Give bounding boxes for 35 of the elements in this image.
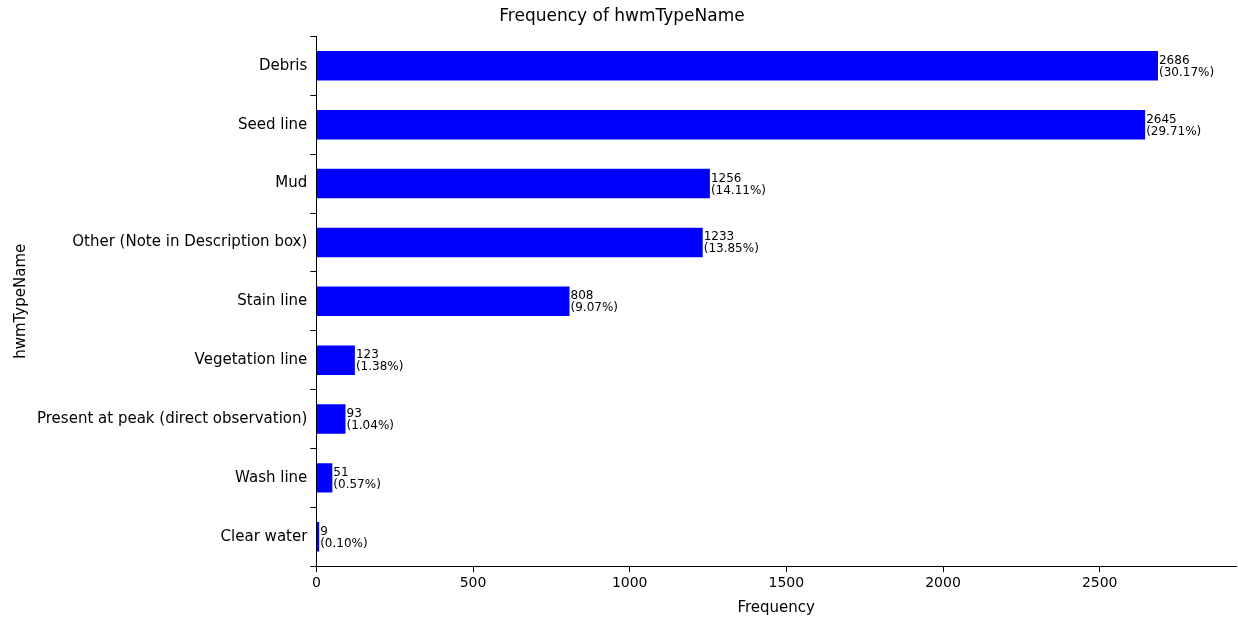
y-tick-label: Seed line [238,114,308,133]
x-tick-label: 500 [459,574,487,591]
bar [316,345,355,375]
y-tick-label: Other (Note in Description box) [72,232,308,251]
data-label: 808 (9.07%) [570,288,619,315]
data-label: 93 (1.04%) [346,406,394,433]
x-tick-label: 2000 [925,574,961,591]
bar [316,51,1158,81]
x-tick-label: 0 [311,574,321,591]
bar [316,109,1146,140]
data-label: 123 (1.38%) [355,347,404,374]
y-tick-label: Mud [275,173,308,192]
x-tick-label: 2500 [1081,574,1118,591]
data-label: 1233 (13.85%) [703,229,759,256]
y-tick-label: Stain line [237,291,308,310]
bar [316,227,703,258]
x-tick-label: 1000 [611,574,648,591]
y-tick-label: Debris [258,55,308,74]
y-tick-label: Clear water [220,526,309,545]
y-tick-label: Vegetation line [194,350,308,369]
bar [316,463,333,493]
y-axis-title: hwmTypeName [10,243,29,359]
bar [316,404,346,434]
bar [316,286,570,317]
data-label: 1256 (14.11%) [710,170,767,197]
y-tick-label: Wash line [235,467,308,486]
y-tick-label: Present at peak (direct observation) [36,408,308,427]
chart-title: Frequency of hwmTypeName [499,4,745,25]
data-label: 2686 (30.17%) [1158,52,1215,79]
data-label: 51 (0.57%) [333,464,381,491]
data-label: 9 (0.10%) [320,523,368,550]
x-axis-title: Frequency [737,597,816,616]
bar [316,168,710,199]
data-label: 2645 (29.71%) [1146,111,1202,138]
x-tick-label: 1500 [768,574,805,591]
